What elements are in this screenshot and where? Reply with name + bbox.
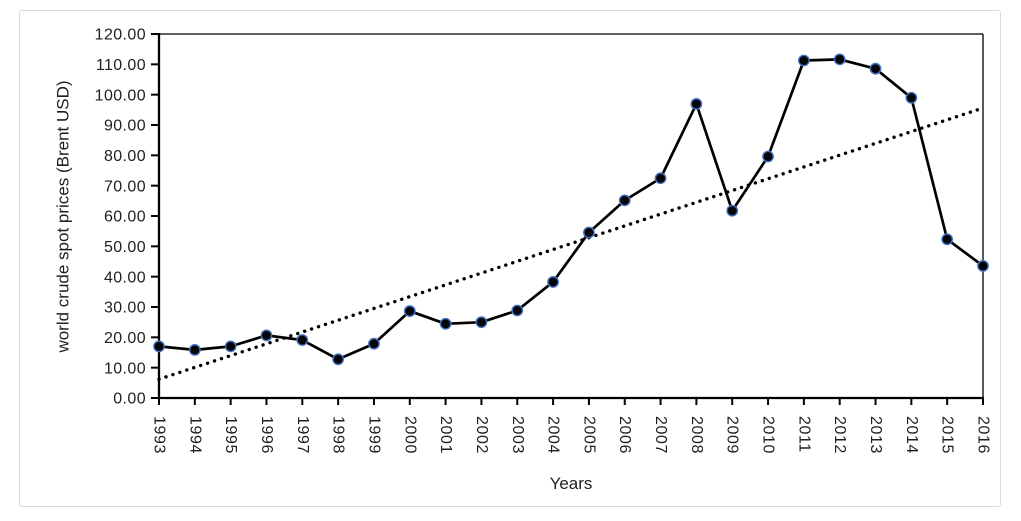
line-chart-canvas: 0.00 10.00 20.00 30.00 40.00 50.00 60.00 70.00 8… (95, 27, 992, 454)
x-axis-tick-label: 2009 (724, 416, 741, 454)
data-point-2010 (762, 150, 774, 163)
data-point-2013 (869, 62, 882, 75)
data-point-2012 (833, 53, 846, 66)
y-axis-tick-label: 80.00 (104, 148, 146, 165)
data-point-2001 (439, 317, 452, 330)
x-axis-tick-label: 1995 (222, 416, 239, 454)
y-axis-tick-label: 120.00 (95, 27, 146, 44)
data-point-2006 (618, 194, 631, 207)
data-point-2016 (977, 259, 989, 272)
x-axis-tick-label: 1997 (294, 416, 311, 454)
y-axis-tick-label: 30.00 (104, 300, 146, 317)
x-axis-tick-label: 2003 (509, 416, 526, 454)
x-axis-tick-label: 2011 (795, 416, 812, 453)
y-axis-tick-label: 90.00 (104, 118, 146, 135)
y-axis-tick-label: 70.00 (104, 178, 146, 195)
x-axis-tick-label: 2006 (616, 416, 633, 454)
y-axis-tick-label: 100.00 (95, 87, 146, 104)
price-line-series (157, 58, 985, 361)
data-point-2003 (511, 304, 524, 317)
data-point-2002 (475, 316, 488, 329)
x-axis-tick-label: 2010 (760, 416, 777, 454)
y-axis-tick-label: 60.00 (104, 209, 146, 226)
x-axis-tick-label: 2015 (939, 416, 956, 454)
data-point-1999 (368, 337, 380, 350)
data-point-1998 (332, 353, 345, 366)
x-axis-tick-label: 1998 (330, 416, 347, 454)
data-point-2011 (797, 54, 810, 67)
x-axis-tick-label: 2004 (545, 416, 562, 454)
data-point-2015 (941, 233, 954, 246)
y-axis-tick-label: 0.00 (113, 391, 146, 408)
data-point-1994 (188, 343, 201, 356)
x-axis-tick-label: 1999 (365, 416, 382, 454)
data-point-1996 (260, 329, 273, 342)
y-axis-tick-label: 20.00 (104, 330, 146, 347)
data-point-2000 (403, 305, 416, 317)
x-axis-tick-label: 1993 (151, 416, 168, 454)
x-axis-tick-label: 2002 (473, 416, 490, 454)
data-point-2007 (654, 172, 667, 185)
x-axis-tick-label: 2013 (867, 416, 884, 454)
trendline-dotted (157, 106, 985, 381)
data-point-2004 (547, 276, 559, 288)
x-axis-tick-label: 2014 (903, 416, 920, 454)
x-axis-tick-label: 2007 (652, 416, 669, 454)
x-axis-tick-label: 2005 (580, 416, 597, 454)
data-point-1995 (224, 340, 237, 353)
data-point-1997 (296, 334, 309, 346)
y-axis-tick-label: 10.00 (104, 360, 146, 377)
x-axis-title: Years (549, 474, 593, 493)
x-axis-tick-label: 2001 (437, 416, 454, 454)
data-point-2009 (726, 204, 739, 217)
x-axis-tick-label: 2008 (688, 416, 705, 454)
data-point-2005 (583, 226, 595, 239)
chart-frame: 0.00 10.00 20.00 30.00 40.00 50.00 60.00 70.00 8… (19, 10, 1001, 507)
x-axis-tick-label: 2012 (831, 416, 848, 454)
data-point-2014 (905, 91, 918, 104)
y-axis-tick-label: 50.00 (104, 239, 146, 256)
y-axis-title: world crude spot prices (Brent USD) (53, 80, 73, 353)
x-axis-tick-label: 2000 (401, 416, 418, 454)
x-axis-tick-label: 1996 (258, 416, 275, 454)
x-axis-tick-label: 2016 (975, 416, 992, 454)
data-point-1993 (153, 340, 165, 353)
x-axis-tick-label: 1994 (186, 416, 203, 454)
y-axis-tick-label: 110.00 (96, 57, 146, 74)
y-axis-tick-label: 40.00 (104, 269, 146, 286)
data-point-2008 (690, 98, 703, 110)
